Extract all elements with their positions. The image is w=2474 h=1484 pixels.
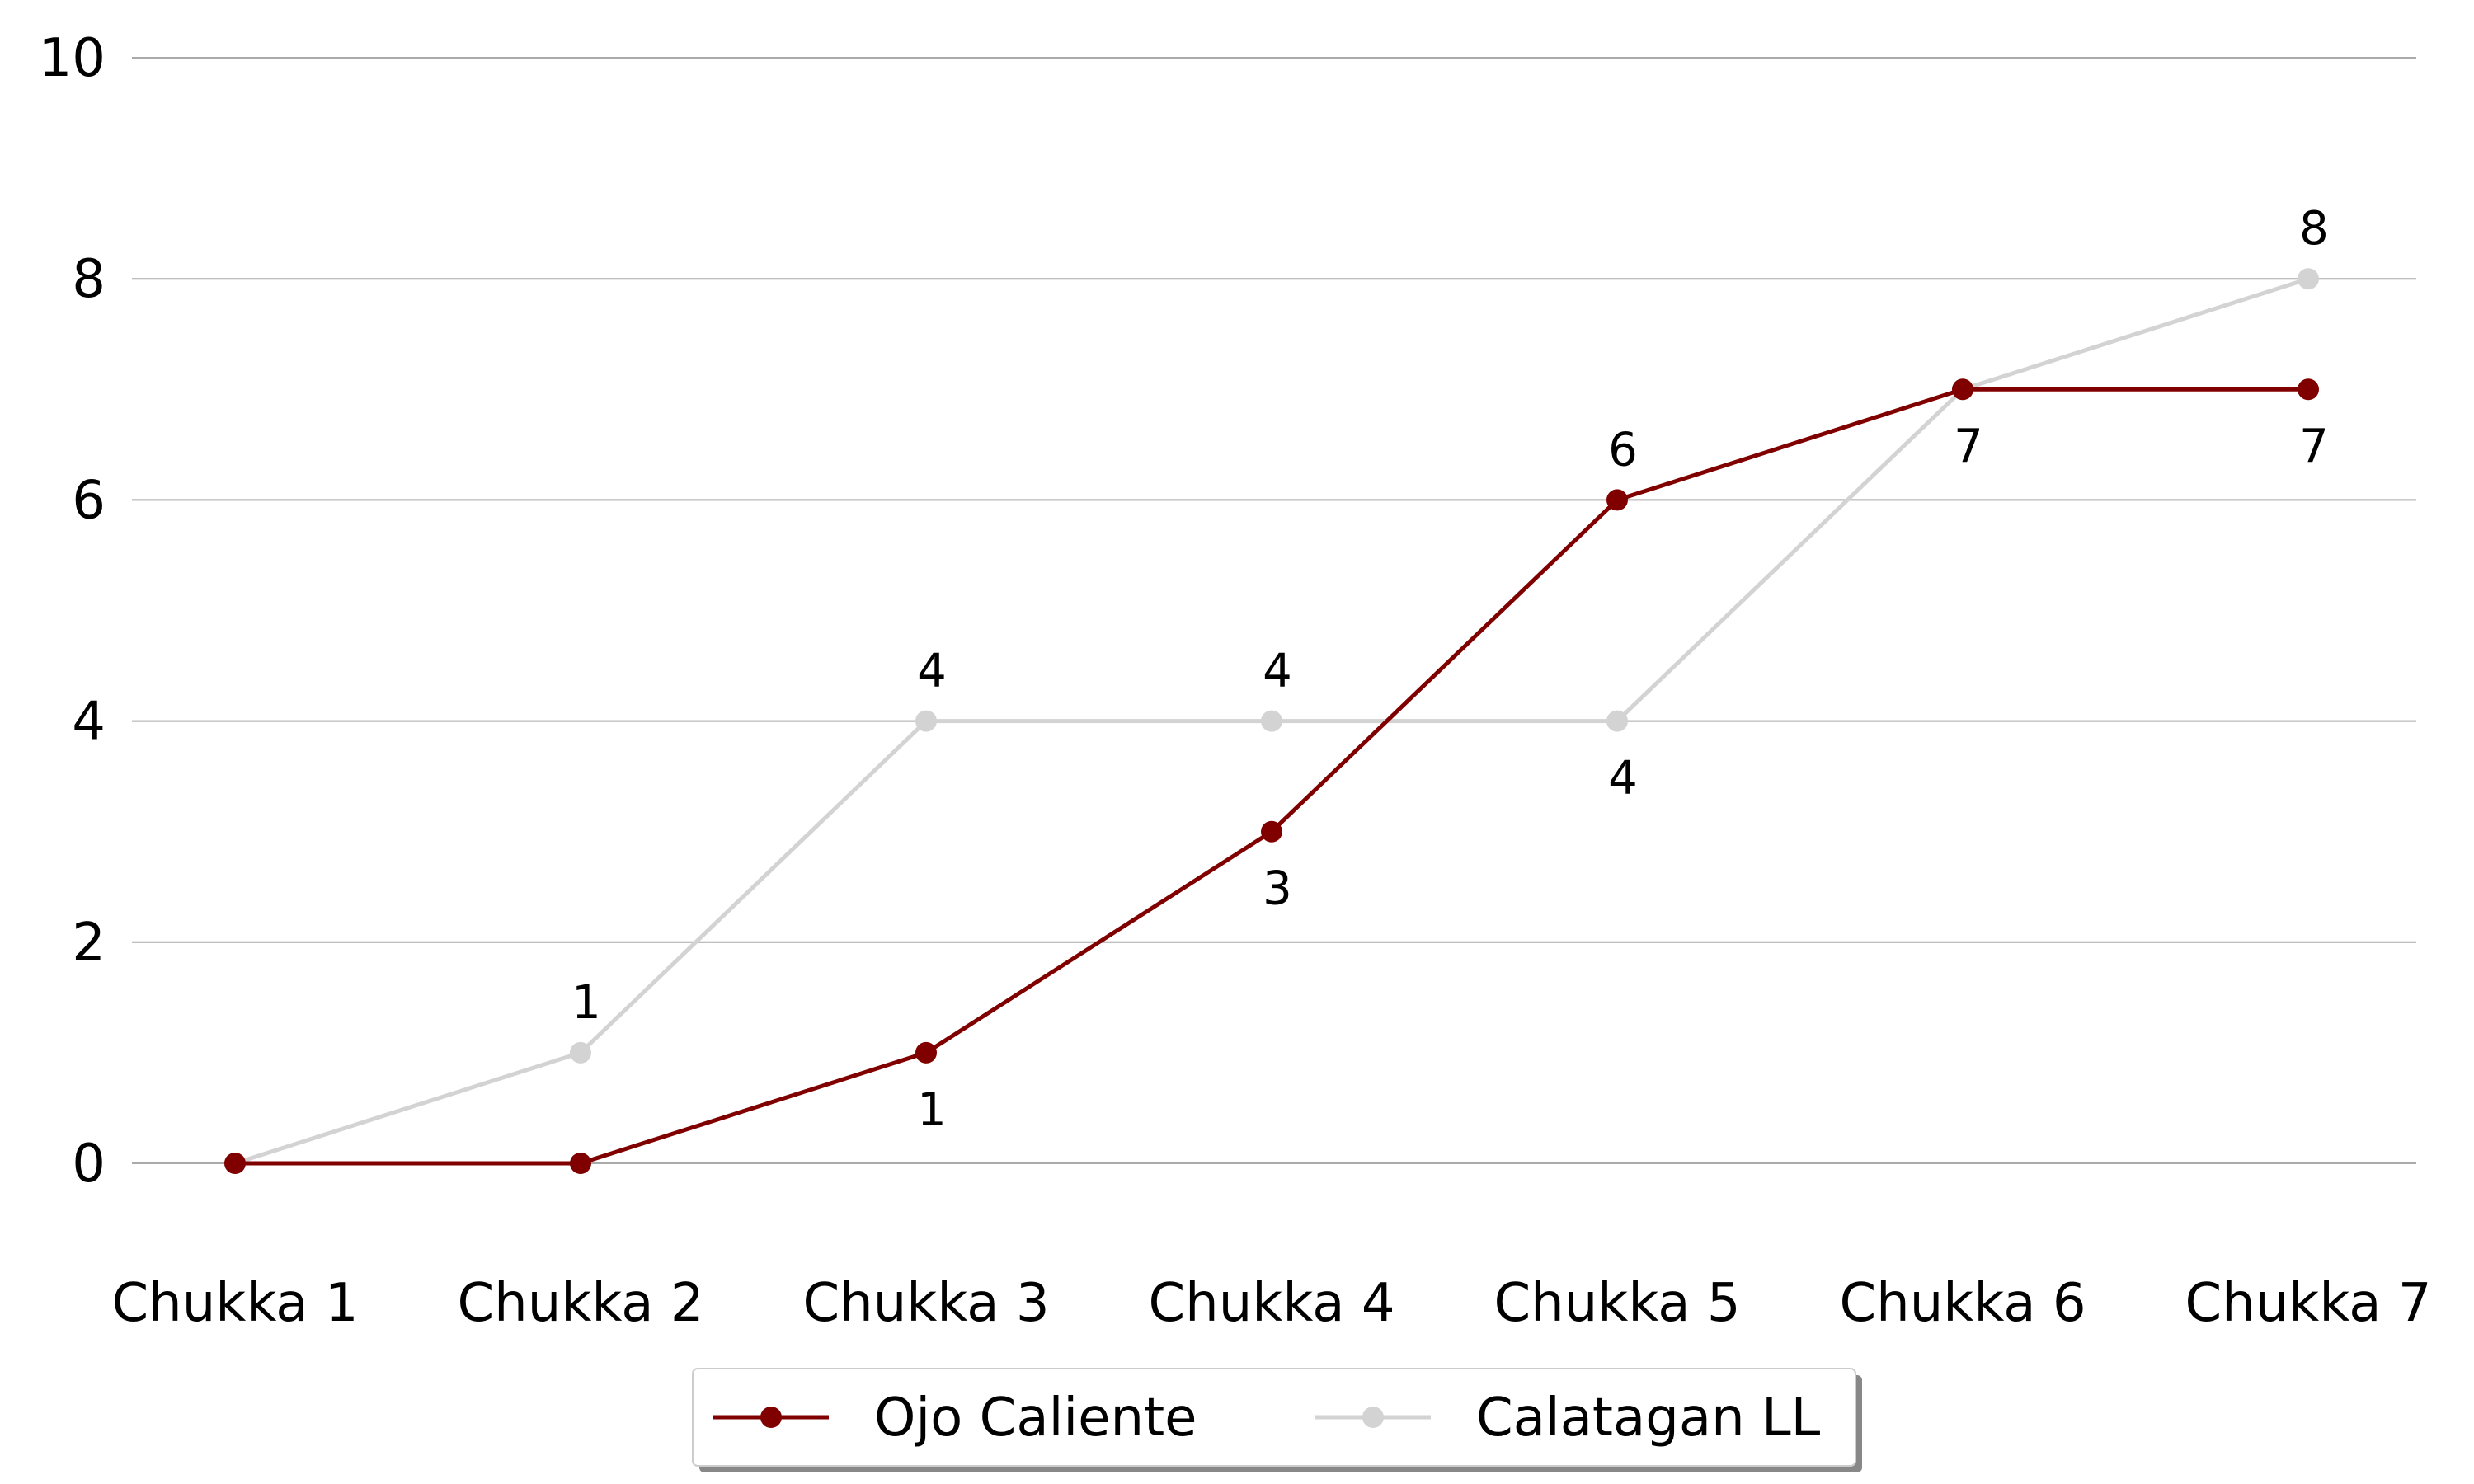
x-tick-label: Chukka 6 xyxy=(1839,1273,2086,1334)
legend-marker xyxy=(760,1407,782,1428)
data-point xyxy=(1261,710,1282,732)
legend-marker xyxy=(1362,1407,1384,1428)
data-label: 7 xyxy=(1954,420,1983,473)
data-point xyxy=(1952,378,1973,401)
x-tick-label: Chukka 5 xyxy=(1493,1273,1740,1334)
legend-item: Calatagan LL xyxy=(1315,1388,1821,1449)
data-point xyxy=(915,710,937,732)
legend-box xyxy=(692,1368,1856,1467)
x-tick-label: Chukka 1 xyxy=(111,1273,358,1334)
data-label: 3 xyxy=(1263,862,1292,916)
data-label: 4 xyxy=(1263,645,1292,698)
legend: Ojo Caliente Calatagan LL xyxy=(692,1368,1862,1472)
y-axis-ticks: 0 2 4 6 8 10 xyxy=(39,28,106,1195)
data-point xyxy=(224,1153,246,1174)
x-tick-label: Chukka 7 xyxy=(2185,1273,2431,1334)
y-tick-label: 0 xyxy=(72,1134,106,1195)
data-point xyxy=(1261,820,1282,843)
y-tick-label: 2 xyxy=(72,913,106,974)
x-tick-label: Chukka 2 xyxy=(457,1273,703,1334)
data-label: 7 xyxy=(2299,420,2329,473)
x-tick-label: Chukka 4 xyxy=(1148,1273,1395,1334)
legend-label: Ojo Caliente xyxy=(874,1388,1197,1449)
legend-item: Ojo Caliente xyxy=(713,1388,1197,1449)
legend-label: Calatagan LL xyxy=(1476,1388,1821,1449)
series-line xyxy=(235,387,2308,1166)
data-label: 4 xyxy=(917,645,947,698)
data-label: 1 xyxy=(571,976,601,1030)
data-point xyxy=(1606,710,1628,732)
series-lines xyxy=(224,268,2319,1174)
data-point xyxy=(1606,489,1628,511)
series-0 xyxy=(224,378,2319,1174)
data-point xyxy=(570,1153,591,1174)
data-label: 1 xyxy=(917,1083,947,1137)
data-labels: 1 3 6 7 1 4 4 4 7 8 xyxy=(571,202,2329,1137)
data-label: 4 xyxy=(1608,752,1638,805)
y-tick-label: 10 xyxy=(39,28,106,89)
data-point xyxy=(915,1041,937,1064)
data-label: 8 xyxy=(2299,202,2329,256)
data-label: 6 xyxy=(1608,423,1638,477)
data-point xyxy=(2298,378,2319,401)
y-tick-label: 4 xyxy=(72,692,106,753)
data-point xyxy=(2298,268,2319,290)
x-tick-label: Chukka 3 xyxy=(802,1273,1049,1334)
y-tick-label: 8 xyxy=(72,249,106,310)
y-tick-label: 6 xyxy=(72,470,106,531)
grid-lines xyxy=(132,57,2416,1164)
x-axis-ticks: Chukka 1 Chukka 2 Chukka 3 Chukka 4 Chukka 5… xyxy=(111,1273,2431,1334)
data-point xyxy=(570,1041,591,1064)
